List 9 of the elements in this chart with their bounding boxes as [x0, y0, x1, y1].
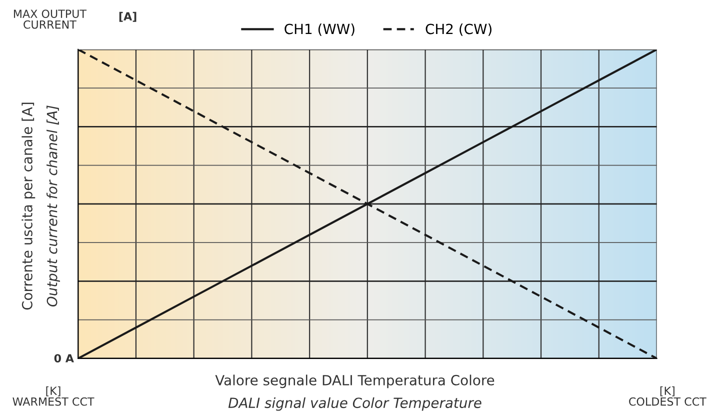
- legend-label: CH1 (WW): [284, 24, 354, 36]
- text: [A]: [119, 12, 136, 22]
- x-axis-title: Valore segnale DALI Temperatura Colore DALI signal value Color Temperature: [215, 374, 494, 411]
- text: 0 A: [54, 354, 74, 362]
- y-axis-title: Corrente uscita per canale [A] Output current for chanel [A]: [22, 102, 60, 310]
- text: [K] COLDEST CCT: [629, 386, 706, 406]
- text: MAX OUTPUT CURRENT: [14, 10, 87, 29]
- legend-label: CH2 (CW): [426, 24, 492, 36]
- text: [K] WARMEST CCT: [12, 386, 94, 406]
